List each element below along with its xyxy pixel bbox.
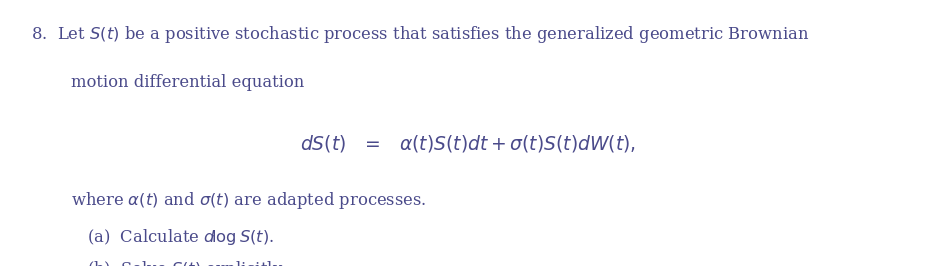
Text: motion differential equation: motion differential equation: [71, 74, 304, 92]
Text: where $\alpha(t)$ and $\sigma(t)$ are adapted processes.: where $\alpha(t)$ and $\sigma(t)$ are ad…: [71, 190, 427, 211]
Text: $dS(t) \;\;\; = \;\;\; \alpha(t)S(t)dt + \sigma(t)S(t)dW(t),$: $dS(t) \;\;\; = \;\;\; \alpha(t)S(t)dt +…: [300, 133, 636, 154]
Text: 8.  Let $S(t)$ be a positive stochastic process that satisfies the generalized g: 8. Let $S(t)$ be a positive stochastic p…: [31, 24, 809, 45]
Text: (b)  Solve $S(t)$ explicitly.: (b) Solve $S(t)$ explicitly.: [87, 259, 287, 266]
Text: (a)  Calculate $d\!\log S(t)$.: (a) Calculate $d\!\log S(t)$.: [87, 227, 274, 247]
